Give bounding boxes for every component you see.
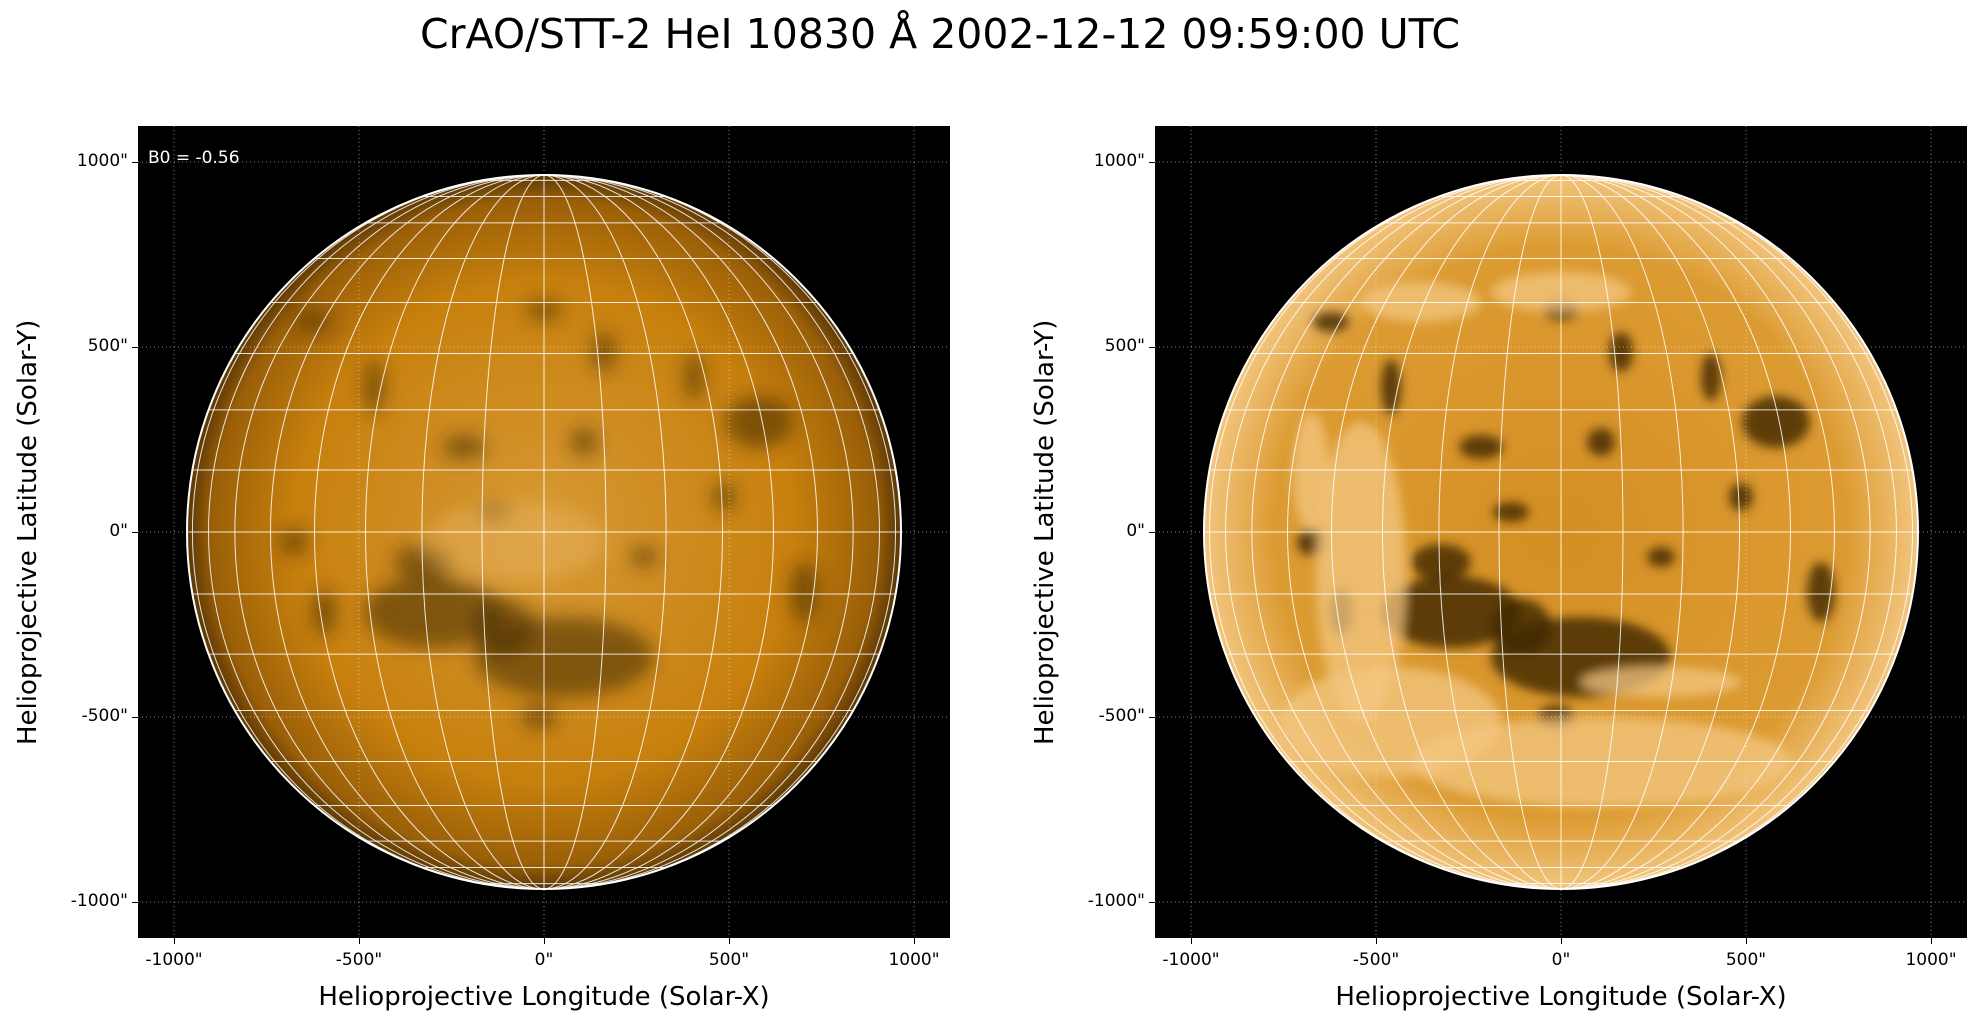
x-tick-label: -500" (1352, 950, 1400, 970)
solar-image-right (1155, 126, 1967, 938)
solar-disk-right (1155, 126, 1967, 938)
x-tick-mark (1376, 938, 1377, 944)
y-tick-mark (132, 532, 138, 533)
x-tick-mark (174, 938, 175, 944)
x-tick-mark (1931, 938, 1932, 944)
x-tick-label: -1000" (1162, 950, 1220, 970)
figure-title: CrAO/STT-2 HeI 10830 Å 2002-12-12 09:59:… (420, 10, 1460, 58)
y-tick-mark (1149, 532, 1155, 533)
solar-image-left: B0 = -0.56 (138, 126, 950, 938)
solar-disk-left (138, 126, 950, 938)
x-tick-label: 1000" (1905, 950, 1957, 970)
y-tick-mark (132, 162, 138, 163)
x-tick-mark (1561, 938, 1562, 944)
x-tick-label: 0" (1551, 950, 1571, 970)
y-tick-label: 1000" (1093, 151, 1145, 171)
y-tick-label: 500" (87, 336, 128, 356)
x-tick-label: -1000" (145, 950, 203, 970)
b0-annotation: B0 = -0.56 (148, 148, 240, 168)
x-axis-label-right: Helioprojective Longitude (Solar-X) (1335, 982, 1787, 1012)
y-tick-mark (132, 717, 138, 718)
y-tick-label: 1000" (76, 151, 128, 171)
x-tick-label: 500" (1725, 950, 1767, 970)
y-tick-label: -1000" (1087, 891, 1145, 911)
x-tick-mark (914, 938, 915, 944)
y-tick-label: -1000" (70, 891, 128, 911)
y-tick-label: -500" (1098, 706, 1145, 726)
x-tick-mark (1746, 938, 1747, 944)
y-tick-mark (132, 902, 138, 903)
x-axis-label-left: Helioprojective Longitude (Solar-X) (318, 982, 770, 1012)
y-tick-mark (1149, 902, 1155, 903)
y-tick-mark (1149, 717, 1155, 718)
x-tick-label: 0" (534, 950, 554, 970)
y-tick-label: 500" (1104, 336, 1145, 356)
x-tick-mark (544, 938, 545, 944)
x-tick-mark (729, 938, 730, 944)
x-tick-mark (359, 938, 360, 944)
y-tick-label: 0" (109, 521, 128, 541)
y-tick-label: -500" (81, 706, 128, 726)
y-tick-mark (1149, 162, 1155, 163)
x-tick-label: 500" (708, 950, 750, 970)
x-tick-label: -500" (335, 950, 383, 970)
x-tick-label: 1000" (888, 950, 940, 970)
y-tick-mark (1149, 347, 1155, 348)
y-tick-mark (132, 347, 138, 348)
y-tick-label: 0" (1126, 521, 1145, 541)
x-tick-mark (1191, 938, 1192, 944)
